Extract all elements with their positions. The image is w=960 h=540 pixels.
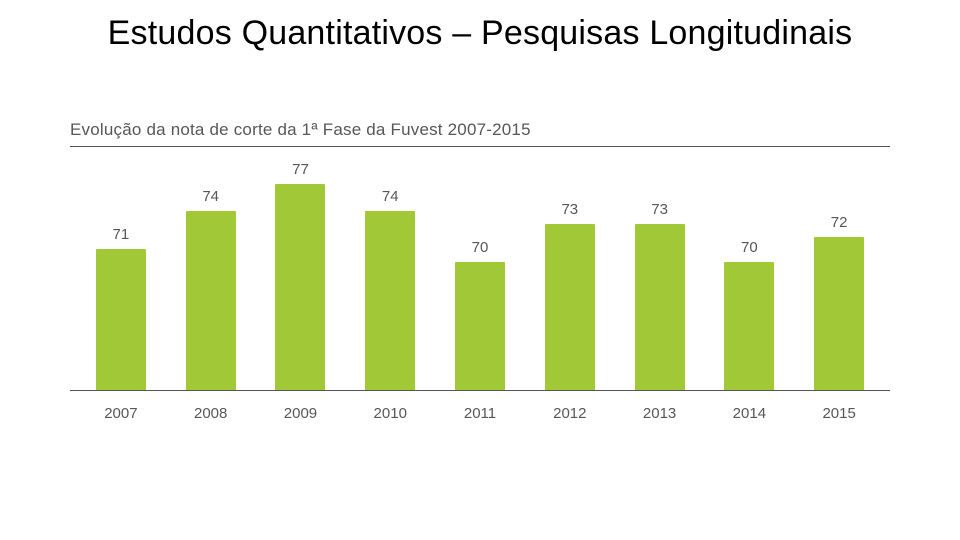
page-title: Estudos Quantitativos – Pesquisas Longit…	[0, 0, 960, 53]
x-axis-tick: 2012	[525, 405, 615, 422]
bar-slot: 70	[435, 161, 525, 390]
bar-value-label: 72	[831, 214, 848, 231]
bar	[365, 211, 415, 390]
bar-slot: 77	[256, 161, 346, 390]
bar-slot: 72	[794, 161, 884, 390]
bar-value-label: 73	[561, 201, 578, 218]
bar-slot: 71	[76, 161, 166, 390]
bar	[96, 249, 146, 390]
bar	[724, 262, 774, 390]
chart-title: Evolução da nota de corte da 1ª Fase da …	[70, 120, 890, 147]
bar	[545, 224, 595, 390]
bar-value-label: 74	[382, 188, 399, 205]
x-axis-tick: 2014	[704, 405, 794, 422]
bar-slot: 73	[615, 161, 705, 390]
x-axis-tick: 2013	[615, 405, 705, 422]
bar	[814, 237, 864, 390]
bar-value-label: 74	[202, 188, 219, 205]
x-axis-tick: 2011	[435, 405, 525, 422]
bar-slot: 70	[704, 161, 794, 390]
page: Estudos Quantitativos – Pesquisas Longit…	[0, 0, 960, 540]
chart-plot-area: 71 74 77 74 70 73 73 70 72	[70, 161, 890, 391]
bar-value-label: 77	[292, 161, 309, 178]
bar	[455, 262, 505, 390]
bar	[635, 224, 685, 390]
x-axis-tick: 2007	[76, 405, 166, 422]
x-axis-tick: 2008	[166, 405, 256, 422]
x-axis-tick: 2010	[345, 405, 435, 422]
bar	[275, 184, 325, 390]
x-axis-tick: 2015	[794, 405, 884, 422]
bar-slot: 74	[345, 161, 435, 390]
bar-slot: 74	[166, 161, 256, 390]
bar-value-label: 73	[651, 201, 668, 218]
bar	[186, 211, 236, 390]
chart-x-axis: 200720082009201020112012201320142015	[70, 405, 890, 422]
bar-value-label: 70	[472, 239, 489, 256]
bar-slot: 73	[525, 161, 615, 390]
bar-value-label: 70	[741, 239, 758, 256]
bar-value-label: 71	[113, 226, 130, 243]
chart-container: Evolução da nota de corte da 1ª Fase da …	[70, 120, 890, 422]
x-axis-tick: 2009	[256, 405, 346, 422]
